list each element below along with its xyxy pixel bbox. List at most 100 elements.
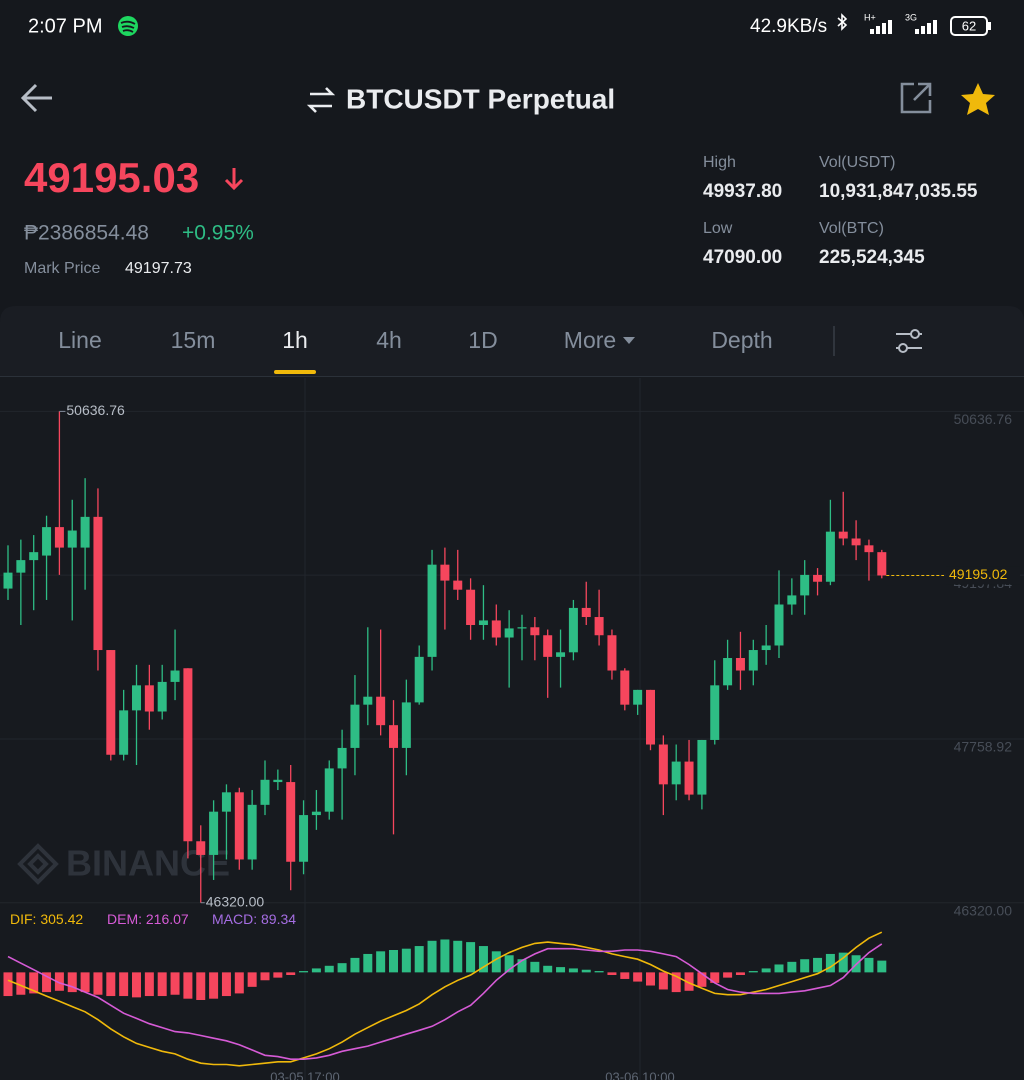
candle-body: [787, 595, 797, 605]
candle-body: [16, 560, 26, 573]
candle-body: [594, 617, 604, 636]
tab-bar: Line 15m 1h 4h 1D More Depth: [58, 327, 773, 374]
macd-bar: [825, 953, 835, 973]
candle-body: [363, 696, 373, 705]
candle-body: [658, 744, 668, 785]
macd-bar: [247, 972, 257, 987]
status-time: 2:07 PM: [28, 15, 102, 37]
stat-value: 47090.00: [703, 247, 782, 268]
macd-bar: [273, 972, 283, 978]
candle-body: [697, 739, 707, 795]
legend-value: 89.34: [261, 911, 296, 927]
price-change: +0.95%: [182, 222, 254, 245]
tab[interactable]: 15m: [171, 327, 216, 353]
candle-body: [633, 689, 643, 705]
macd-bar: [286, 972, 296, 975]
macd-bar: [517, 959, 527, 973]
candle-body: [838, 531, 848, 539]
battery-level: 62: [962, 18, 976, 33]
candle-body: [196, 841, 206, 855]
stat-value: 10,931,847,035.55: [819, 181, 978, 202]
macd-bar: [170, 972, 180, 995]
macd-bar: [106, 972, 116, 997]
candle-body: [324, 768, 334, 812]
macd-bar: [710, 972, 720, 983]
candle-body: [29, 552, 39, 561]
macd-bar: [299, 971, 309, 973]
share-button[interactable]: [900, 82, 932, 114]
favorite-star[interactable]: [961, 83, 995, 115]
candle-body: [620, 670, 630, 705]
candle-body: [800, 574, 810, 596]
macd-bar: [581, 969, 591, 973]
candle-body: [877, 552, 887, 576]
macd-bar: [376, 951, 386, 973]
candle-body: [581, 607, 591, 618]
macd-line: [7, 931, 883, 1067]
macd-bar: [646, 972, 655, 986]
network-type-2: 3G: [905, 12, 917, 22]
macd-bar: [568, 968, 578, 973]
macd-bar: [54, 972, 64, 991]
stat-label: High: [703, 154, 736, 171]
macd-bar: [389, 950, 398, 973]
macd-bar: [607, 972, 617, 975]
candle-body: [813, 574, 823, 582]
candle-body: [864, 545, 874, 553]
tab[interactable]: Line: [58, 327, 101, 353]
candle-body: [221, 792, 231, 812]
macd-bar: [838, 952, 848, 973]
candle-body: [119, 710, 129, 755]
candle-body: [710, 685, 720, 740]
macd-bar: [877, 960, 887, 973]
tab[interactable]: Depth: [711, 327, 772, 353]
macd-bar: [260, 972, 270, 981]
candle-body: [774, 604, 784, 646]
y-tick-label: 47758.92: [954, 739, 1013, 755]
macd-bar: [633, 972, 643, 982]
y-tick-label: 50636.76: [954, 411, 1013, 427]
macd-bar: [183, 972, 193, 999]
macd-bar: [466, 942, 476, 973]
candle-body: [517, 627, 527, 629]
legend-label: DIF:: [10, 911, 36, 927]
candle-body: [93, 516, 103, 651]
macd-bar: [196, 972, 206, 1000]
macd-bar: [800, 959, 810, 973]
candle-body: [825, 531, 835, 582]
macd-bar: [337, 963, 347, 973]
settings-knob[interactable]: [910, 329, 920, 339]
macd-bar: [42, 972, 52, 993]
candle-body: [671, 761, 681, 785]
macd-legend: DEM: 216.07: [107, 911, 189, 927]
low-label: 46320.00: [206, 893, 265, 909]
macd-bar: [414, 946, 424, 973]
swap-icon[interactable]: [306, 87, 336, 113]
macd-bar: [453, 940, 463, 973]
macd-bar: [787, 961, 797, 973]
tab[interactable]: More: [564, 327, 616, 353]
network-type: H+: [864, 12, 876, 22]
candle-body: [42, 527, 52, 556]
macd-bar: [350, 957, 360, 973]
macd-bar: [504, 955, 514, 973]
macd-bar: [363, 953, 373, 973]
macd-bar: [440, 939, 450, 973]
tab[interactable]: 4h: [376, 327, 402, 353]
stat-value: 49937.80: [703, 181, 782, 202]
back-button[interactable]: [20, 83, 52, 113]
candle-body: [286, 782, 296, 862]
watermark: BINANCE: [66, 843, 230, 884]
macd-bar: [594, 971, 604, 973]
signal-bars-1: [870, 20, 892, 34]
tab[interactable]: 1D: [468, 327, 497, 353]
candle-body: [440, 564, 450, 581]
tab[interactable]: 1h: [282, 327, 308, 353]
local-price: ₱2386854.48: [24, 222, 149, 245]
macd-bar: [157, 972, 167, 997]
legend-label: MACD:: [212, 911, 257, 927]
macd-bar: [658, 972, 668, 990]
settings-knob[interactable]: [898, 343, 908, 353]
